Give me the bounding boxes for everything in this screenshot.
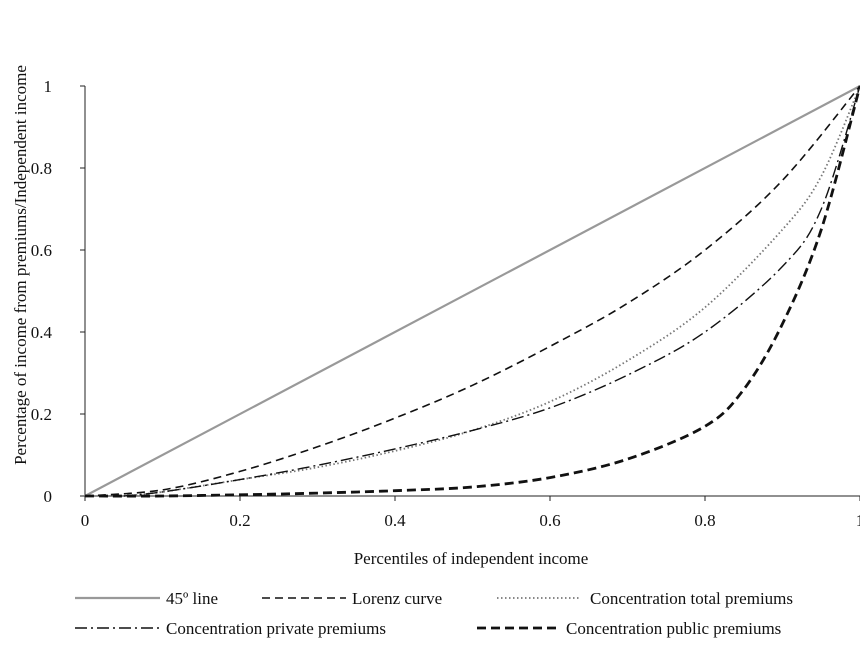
legend-label-0: 45º line [166,589,218,608]
series-line-4 [84,85,860,498]
series-line-1 [84,85,860,497]
x-tick-label: 0.2 [229,511,250,530]
y-tick-label: 0.2 [31,405,52,424]
y-tick-label: 0.8 [31,159,52,178]
series-line-3 [123,85,860,497]
y-tick-label: 0.6 [31,241,52,260]
legend-label-2: Concentration total premiums [590,589,793,608]
legend-label-3: Concentration private premiums [166,619,386,638]
series-line-0 [84,85,860,497]
series-layer [84,85,860,498]
y-tick-label: 1 [44,77,53,96]
legend-label-1: Lorenz curve [352,589,442,608]
x-tick-label: 0 [81,511,90,530]
series-line-2 [123,85,860,497]
x-tick-label: 0.4 [384,511,406,530]
x-axis-title: Percentiles of independent income [354,549,589,568]
x-tick-label: 1 [856,511,860,530]
legend-label-4: Concentration public premiums [566,619,781,638]
x-tick-label: 0.6 [539,511,560,530]
y-tick-label: 0.4 [31,323,53,342]
tick-labels: 0 0.2 0.4 0.6 0.8 1 0 0.2 0.4 0.6 0.8 1 [31,77,860,530]
y-tick-label: 0 [44,487,53,506]
legend: 45º line Lorenz curve Concentration total … [75,589,793,638]
x-tick-label: 0.8 [694,511,715,530]
y-axis-title: Percentage of income from premiums/Indep… [11,65,30,465]
